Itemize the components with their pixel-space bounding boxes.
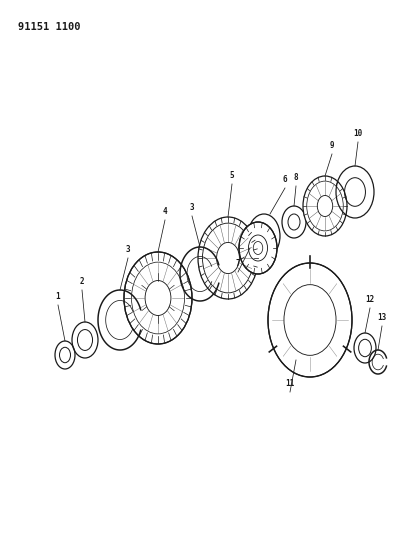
Text: 13: 13 [377, 313, 386, 322]
Text: 7: 7 [236, 259, 240, 268]
Ellipse shape [198, 217, 258, 299]
Ellipse shape [303, 176, 347, 236]
Text: 8: 8 [294, 173, 298, 182]
Text: 10: 10 [353, 129, 363, 138]
Text: 9: 9 [330, 141, 334, 150]
Text: 3: 3 [190, 203, 194, 212]
Text: 1: 1 [56, 292, 60, 301]
Text: 5: 5 [230, 171, 234, 180]
Ellipse shape [239, 222, 277, 274]
Text: 91151 1100: 91151 1100 [18, 22, 80, 32]
Text: 6: 6 [283, 175, 287, 184]
Ellipse shape [124, 252, 192, 344]
Text: 4: 4 [163, 207, 168, 216]
Text: 3: 3 [126, 245, 130, 254]
Text: 11: 11 [286, 379, 295, 388]
Text: 12: 12 [366, 295, 375, 304]
Ellipse shape [268, 263, 352, 377]
Text: 2: 2 [80, 277, 84, 286]
